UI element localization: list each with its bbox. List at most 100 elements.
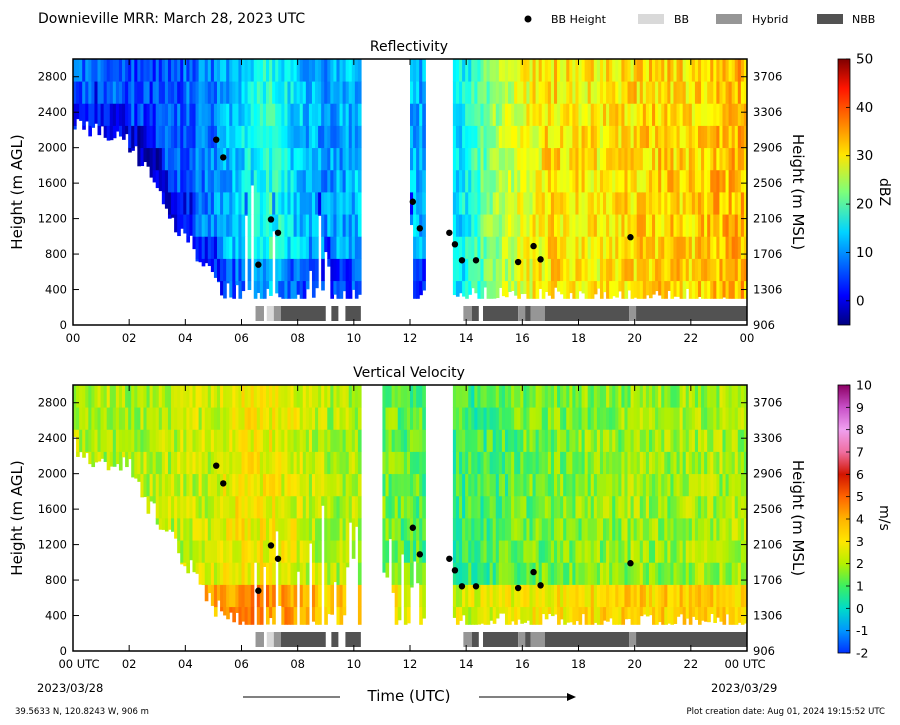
- field-cell: [704, 169, 708, 193]
- field-cell: [174, 59, 178, 82]
- field-cell: [336, 103, 341, 126]
- field-cell: [112, 81, 117, 104]
- field-cell: [198, 473, 203, 497]
- field-cell: [563, 258, 567, 282]
- field-cell: [220, 236, 224, 259]
- field-cell: [204, 258, 209, 264]
- field-cell: [284, 495, 289, 519]
- bb-type-segment-hybrid: [518, 632, 526, 647]
- field-cell: [716, 103, 721, 126]
- field-cell: [514, 280, 518, 296]
- field-cell: [673, 495, 678, 519]
- field-cell: [250, 81, 255, 104]
- field-cell: [538, 385, 543, 408]
- field-cell: [342, 280, 347, 292]
- field-cell: [501, 81, 506, 104]
- field-cell: [670, 429, 675, 452]
- field-cell: [413, 81, 417, 104]
- field-cell: [82, 59, 86, 82]
- legend-label-bb-height: BB Height: [551, 13, 607, 26]
- field-cell: [391, 584, 396, 593]
- field-cell: [621, 103, 626, 126]
- field-cell: [281, 407, 285, 430]
- field-cell: [388, 473, 393, 497]
- velocity-title: Vertical Velocity: [353, 365, 465, 381]
- bb-height-point: [255, 587, 262, 594]
- field-cell: [180, 147, 184, 171]
- field-cell: [495, 214, 500, 237]
- field-cell: [694, 540, 699, 563]
- field-cell: [183, 214, 187, 234]
- field-cell: [627, 258, 632, 282]
- field-cell: [553, 407, 558, 430]
- field-cell: [691, 584, 696, 608]
- field-cell: [529, 429, 534, 452]
- field-cell: [333, 125, 338, 149]
- field-cell: [477, 236, 482, 259]
- field-cell: [639, 192, 644, 215]
- field-cell: [278, 473, 282, 497]
- field-cell: [465, 518, 469, 541]
- field-cell: [707, 81, 711, 104]
- field-cell: [670, 214, 675, 237]
- field-cell: [468, 495, 472, 519]
- field-cell: [575, 147, 580, 171]
- bb-height-point: [627, 560, 634, 567]
- field-cell: [633, 385, 638, 408]
- field-cell: [624, 258, 629, 282]
- field-cell: [661, 258, 665, 282]
- field-cell: [514, 584, 518, 608]
- field-cell: [731, 103, 736, 126]
- field-cell: [149, 147, 154, 171]
- field-cell: [204, 103, 209, 126]
- field-cell: [529, 258, 534, 282]
- field-cell: [713, 495, 717, 519]
- field-cell: [171, 125, 175, 149]
- y-tick-label: 400: [45, 609, 67, 623]
- field-cell: [201, 59, 206, 82]
- field-cell: [511, 429, 515, 452]
- field-cell: [152, 125, 157, 149]
- field-cell: [284, 103, 289, 126]
- field-cell: [419, 103, 423, 126]
- field-cell: [743, 192, 747, 215]
- field-cell: [302, 258, 307, 282]
- field-cell: [357, 258, 362, 282]
- field-cell: [109, 103, 114, 126]
- field-cell: [713, 59, 717, 82]
- field-cell: [152, 147, 157, 171]
- field-cell: [311, 495, 316, 519]
- field-cell: [667, 103, 672, 126]
- field-cell: [419, 451, 423, 475]
- field-cell: [501, 59, 506, 82]
- legend-patch-hybrid: [716, 14, 742, 24]
- field-cell: [722, 540, 727, 563]
- x-tick-label: 22: [684, 657, 699, 671]
- field-cell: [541, 429, 546, 452]
- field-cell: [462, 236, 466, 259]
- field-cell: [161, 81, 166, 104]
- field-cell: [195, 81, 200, 104]
- field-cell: [321, 407, 325, 430]
- field-cell: [250, 429, 255, 452]
- field-cell: [161, 518, 166, 530]
- field-cell: [645, 280, 650, 296]
- field-cell: [192, 59, 197, 82]
- field-cell: [410, 147, 414, 171]
- field-cell: [318, 606, 322, 625]
- field-cell: [633, 81, 638, 104]
- field-cell: [97, 385, 102, 408]
- field-cell: [538, 540, 543, 563]
- field-cell: [244, 562, 249, 585]
- field-cell: [348, 192, 353, 215]
- field-cell: [547, 103, 552, 126]
- field-cell: [259, 192, 264, 215]
- field-cell: [226, 473, 230, 497]
- field-cell: [707, 280, 711, 299]
- field-cell: [318, 147, 322, 171]
- field-cell: [357, 169, 362, 193]
- field-cell: [492, 606, 497, 624]
- field-cell: [504, 192, 509, 215]
- field-cell: [330, 407, 335, 430]
- field-cell: [296, 407, 301, 430]
